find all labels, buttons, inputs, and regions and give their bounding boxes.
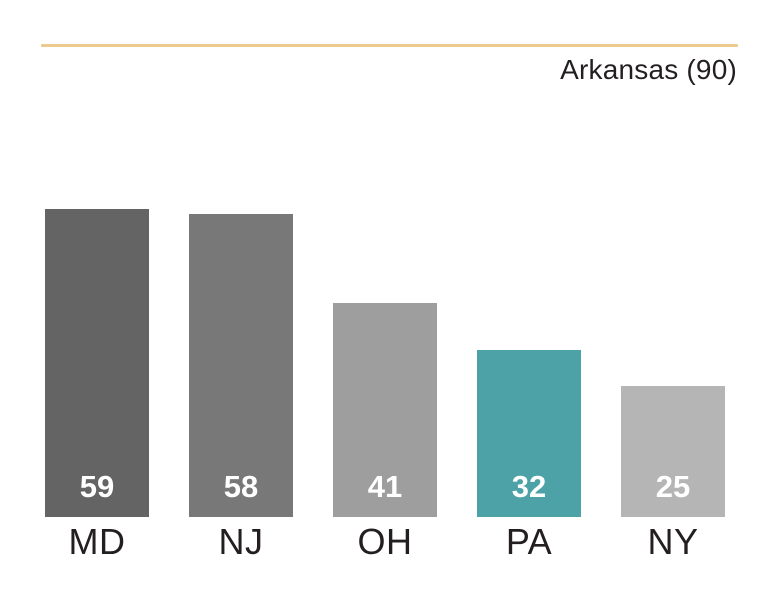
reference-label: Arkansas (90) bbox=[560, 54, 737, 85]
x-axis-label-MD: MD bbox=[68, 521, 126, 562]
bar-value-label: 25 bbox=[655, 469, 691, 504]
bar-OH: 41 bbox=[333, 303, 437, 517]
bar-MD: 59 bbox=[45, 209, 149, 517]
bar-NY: 25 bbox=[621, 386, 725, 517]
reference-line bbox=[41, 44, 738, 47]
bar-value-label: 32 bbox=[511, 469, 547, 504]
bar-value-label: 59 bbox=[79, 469, 115, 504]
x-axis-label-NY: NY bbox=[647, 521, 699, 562]
bar-PA: 32 bbox=[477, 350, 581, 517]
x-axis-label-OH: OH bbox=[357, 521, 413, 562]
bar-NJ: 58 bbox=[189, 214, 293, 517]
bar-value-label: 41 bbox=[367, 469, 403, 504]
x-axis-label-PA: PA bbox=[505, 521, 553, 562]
x-axis-label-NJ: NJ bbox=[218, 521, 264, 562]
bar-value-label: 58 bbox=[223, 469, 259, 504]
